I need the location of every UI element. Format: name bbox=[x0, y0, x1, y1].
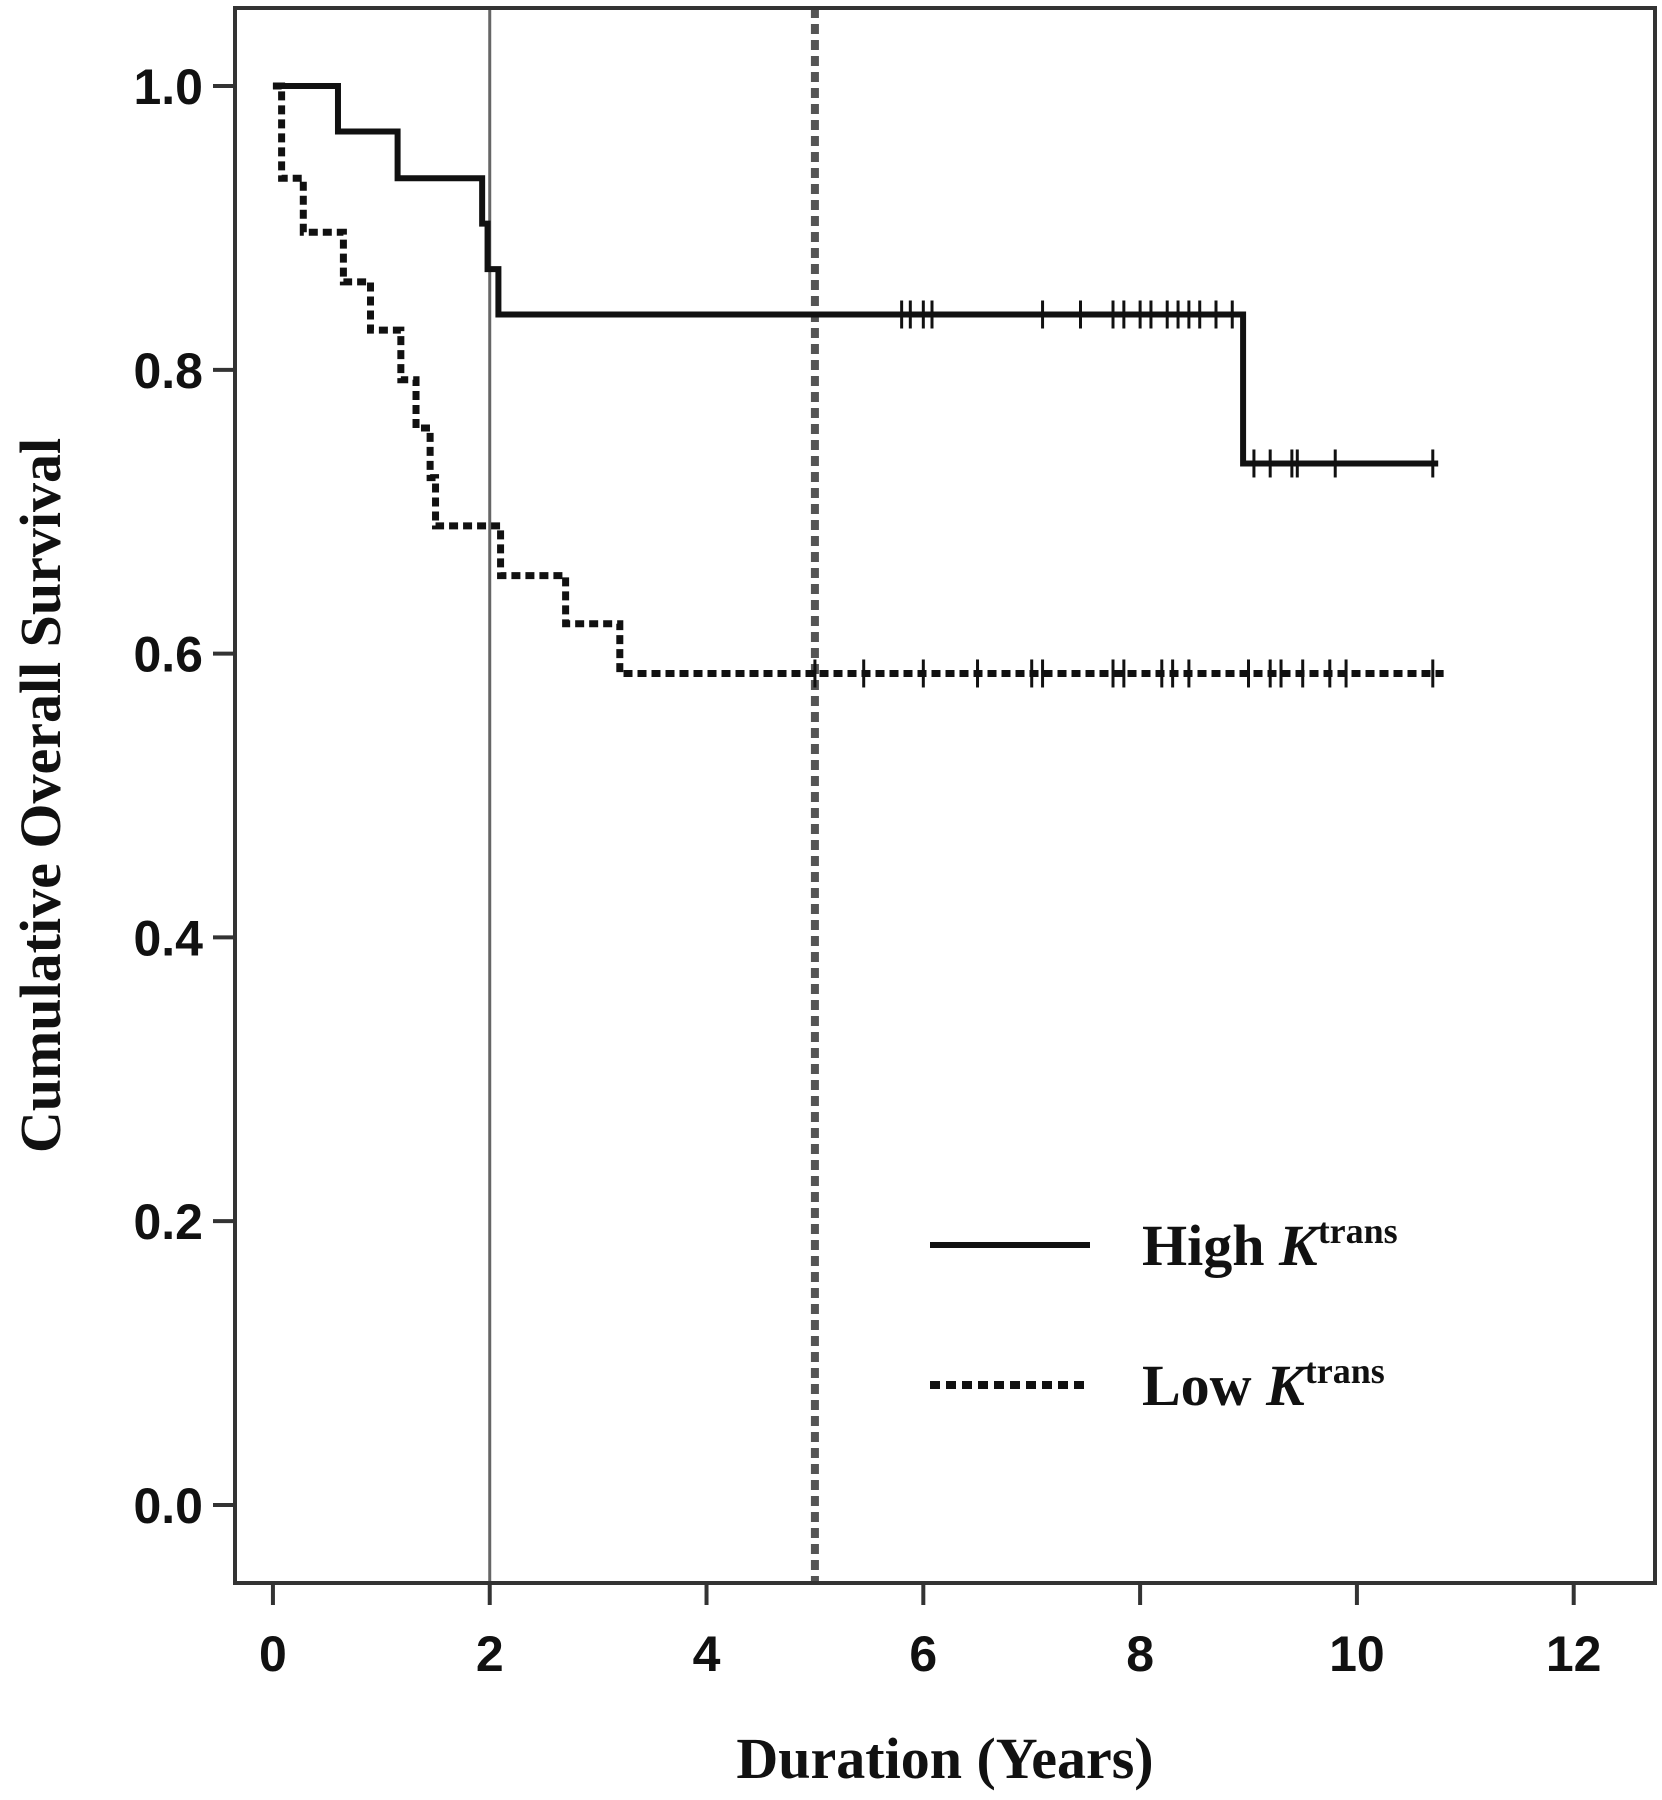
y-tick-label-1: 1.0 bbox=[133, 59, 203, 115]
y-tick-label-0.8: 0.8 bbox=[133, 343, 203, 399]
legend-name-sup: trans bbox=[1318, 1211, 1398, 1251]
legend-name-italic: K bbox=[1265, 1353, 1308, 1418]
legend-name-italic: K bbox=[1278, 1213, 1321, 1278]
legend-item-low: Low Ktrans bbox=[930, 1351, 1385, 1418]
x-tick-label-4: 4 bbox=[693, 1626, 721, 1682]
x-tick-label-6: 6 bbox=[909, 1626, 937, 1682]
x-axis: 0 2 4 6 8 10 12 bbox=[259, 1583, 1602, 1682]
series-low bbox=[272, 82, 1444, 688]
y-tick-label-0.6: 0.6 bbox=[133, 627, 203, 683]
y-axis-title: Cumulative Overall Survival bbox=[8, 438, 73, 1153]
legend-name: High bbox=[1142, 1213, 1279, 1278]
x-tick-label-0: 0 bbox=[259, 1626, 287, 1682]
x-axis-title: Duration (Years) bbox=[736, 1726, 1153, 1791]
y-tick-label-0.2: 0.2 bbox=[133, 1194, 203, 1250]
plot-frame bbox=[233, 6, 1657, 1585]
series-high bbox=[272, 83, 1439, 478]
series-line-low bbox=[272, 82, 1444, 677]
legend-name: Low bbox=[1142, 1353, 1266, 1418]
x-tick-label-8: 8 bbox=[1126, 1626, 1154, 1682]
legend-label-low: Low Ktrans bbox=[1142, 1351, 1385, 1418]
x-tick-label-2: 2 bbox=[476, 1626, 504, 1682]
y-tick-label-0: 0.0 bbox=[133, 1478, 203, 1534]
x-tick-label-12: 12 bbox=[1546, 1626, 1602, 1682]
legend-item-high: High Ktrans bbox=[930, 1211, 1398, 1278]
series-line-high bbox=[272, 83, 1439, 467]
legend-name-sup: trans bbox=[1305, 1351, 1385, 1391]
x-tick-label-10: 10 bbox=[1329, 1626, 1385, 1682]
y-tick-label-0.4: 0.4 bbox=[133, 910, 203, 966]
y-axis: 0.0 0.2 0.4 0.6 0.8 1.0 bbox=[133, 59, 235, 1534]
legend-label-high: High Ktrans bbox=[1142, 1211, 1398, 1278]
series-layer bbox=[272, 82, 1444, 688]
